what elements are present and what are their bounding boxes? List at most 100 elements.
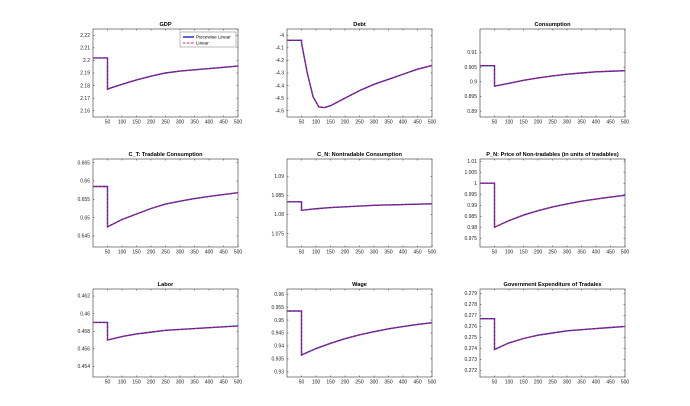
x-tick-label: 350 — [190, 250, 199, 256]
y-tick-label: 0.66 — [80, 179, 90, 185]
x-tick-label: 200 — [341, 120, 350, 126]
x-tick-label: 350 — [577, 250, 586, 256]
x-tick-label: 150 — [519, 120, 528, 126]
y-tick-label: 0.96 — [274, 292, 284, 298]
x-tick-label: 400 — [205, 120, 214, 126]
x-tick-label: 400 — [592, 120, 601, 126]
subplot-6: P_N: Price of Non-tradables (in units of… — [464, 152, 629, 256]
y-tick-label: -4.1 — [275, 46, 284, 52]
y-tick-label: 0.278 — [464, 302, 477, 308]
x-tick-label: 400 — [592, 380, 601, 386]
x-tick-label: 500 — [621, 120, 630, 126]
y-tick-label: 0.98 — [467, 225, 477, 231]
x-tick-label: 150 — [132, 120, 141, 126]
x-tick-label: 250 — [355, 250, 364, 256]
x-tick-label: 100 — [118, 120, 127, 126]
x-tick-label: 250 — [548, 250, 557, 256]
x-tick-label: 450 — [219, 380, 228, 386]
x-tick-label: 100 — [505, 250, 514, 256]
subplot-title: C_N: Nontradable Consumption — [317, 152, 402, 158]
y-tick-label: 0.89 — [467, 109, 477, 115]
x-tick-label: 350 — [190, 120, 199, 126]
x-tick-label: 450 — [606, 120, 615, 126]
y-tick-label: 0.905 — [464, 65, 477, 71]
x-tick-label: 500 — [428, 120, 437, 126]
x-tick-label: 150 — [326, 250, 335, 256]
x-tick-label: 350 — [384, 250, 393, 256]
y-tick-label: 0.655 — [77, 197, 90, 203]
y-tick-label: 1.075 — [271, 231, 284, 237]
x-tick-label: 50 — [299, 380, 305, 386]
x-tick-label: 400 — [205, 250, 214, 256]
x-tick-label: 100 — [118, 250, 127, 256]
subplot-1: GDP 50 100 150 200 250 300 350 400 450 500 2.16 2.17… — [80, 22, 242, 126]
x-tick-label: 450 — [413, 380, 422, 386]
x-tick-label: 250 — [355, 120, 364, 126]
x-tick-label: 500 — [234, 250, 243, 256]
x-tick-label: 500 — [234, 380, 243, 386]
y-tick-label: 0.274 — [464, 346, 477, 352]
series-line-linear — [287, 310, 433, 356]
x-tick-label: 50 — [105, 380, 111, 386]
x-tick-label: 500 — [428, 250, 437, 256]
x-tick-label: 400 — [592, 250, 601, 256]
x-tick-label: 200 — [534, 120, 543, 126]
y-tick-label: 0.91 — [467, 50, 477, 56]
subplot-title: P_N: Price of Non-tradables (in units of… — [486, 152, 619, 158]
x-tick-label: 200 — [341, 380, 350, 386]
x-tick-label: 500 — [428, 380, 437, 386]
y-tick-label: 1.08 — [274, 212, 284, 218]
x-tick-label: 450 — [219, 120, 228, 126]
x-tick-label: 150 — [519, 250, 528, 256]
x-tick-label: 300 — [563, 120, 572, 126]
x-tick-label: 150 — [132, 380, 141, 386]
y-tick-label: 0.9 — [470, 80, 477, 86]
y-tick-label: 0.276 — [464, 324, 477, 330]
x-tick-label: 150 — [132, 250, 141, 256]
x-tick-label: 400 — [399, 380, 408, 386]
x-tick-label: 50 — [105, 250, 111, 256]
y-tick-label: 1.005 — [464, 170, 477, 176]
y-tick-label: 0.94 — [274, 344, 284, 350]
y-tick-label: 0.93 — [274, 370, 284, 376]
y-tick-label: -4 — [280, 33, 285, 39]
x-tick-label: 300 — [176, 250, 185, 256]
x-tick-label: 350 — [190, 380, 199, 386]
x-tick-label: 100 — [312, 120, 321, 126]
x-tick-label: 400 — [399, 250, 408, 256]
y-tick-label: 0.275 — [464, 335, 477, 341]
x-tick-label: 250 — [161, 380, 170, 386]
y-tick-label: 0.945 — [271, 331, 284, 337]
x-tick-label: 300 — [176, 380, 185, 386]
subplot-title: Labor — [158, 282, 174, 288]
y-tick-label: -4.2 — [275, 58, 284, 64]
x-tick-label: 100 — [312, 250, 321, 256]
x-tick-label: 400 — [399, 120, 408, 126]
y-tick-label: 0.985 — [464, 214, 477, 220]
x-tick-label: 250 — [161, 250, 170, 256]
x-tick-label: 250 — [161, 120, 170, 126]
series-line-linear — [93, 186, 239, 228]
x-tick-label: 200 — [147, 380, 156, 386]
x-tick-label: 300 — [563, 250, 572, 256]
x-tick-label: 350 — [384, 120, 393, 126]
y-tick-label: 0.46 — [80, 311, 90, 317]
y-tick-label: 2.17 — [80, 96, 90, 102]
y-tick-label: 1.01 — [467, 159, 477, 165]
x-tick-label: 100 — [505, 380, 514, 386]
y-tick-label: 1 — [474, 181, 477, 187]
subplot-7: Labor 50 100 150 200 250 300 350 400 450 500 0.454 0… — [77, 282, 242, 386]
subplot-title: GDP — [159, 22, 171, 28]
subplot-2: Debt 50 100 150 200 250 300 350 400 450 500 -4 -4.1 -… — [275, 22, 436, 126]
x-tick-label: 150 — [326, 120, 335, 126]
series-line-linear — [480, 65, 626, 87]
x-tick-label: 450 — [413, 120, 422, 126]
subplot-title: Wage — [352, 282, 367, 288]
x-tick-label: 500 — [621, 250, 630, 256]
y-tick-label: 0.99 — [467, 203, 477, 209]
y-tick-label: 0.645 — [77, 234, 90, 240]
subplot-9: Government Expenditure of Tradales 50 100 1… — [464, 282, 629, 386]
